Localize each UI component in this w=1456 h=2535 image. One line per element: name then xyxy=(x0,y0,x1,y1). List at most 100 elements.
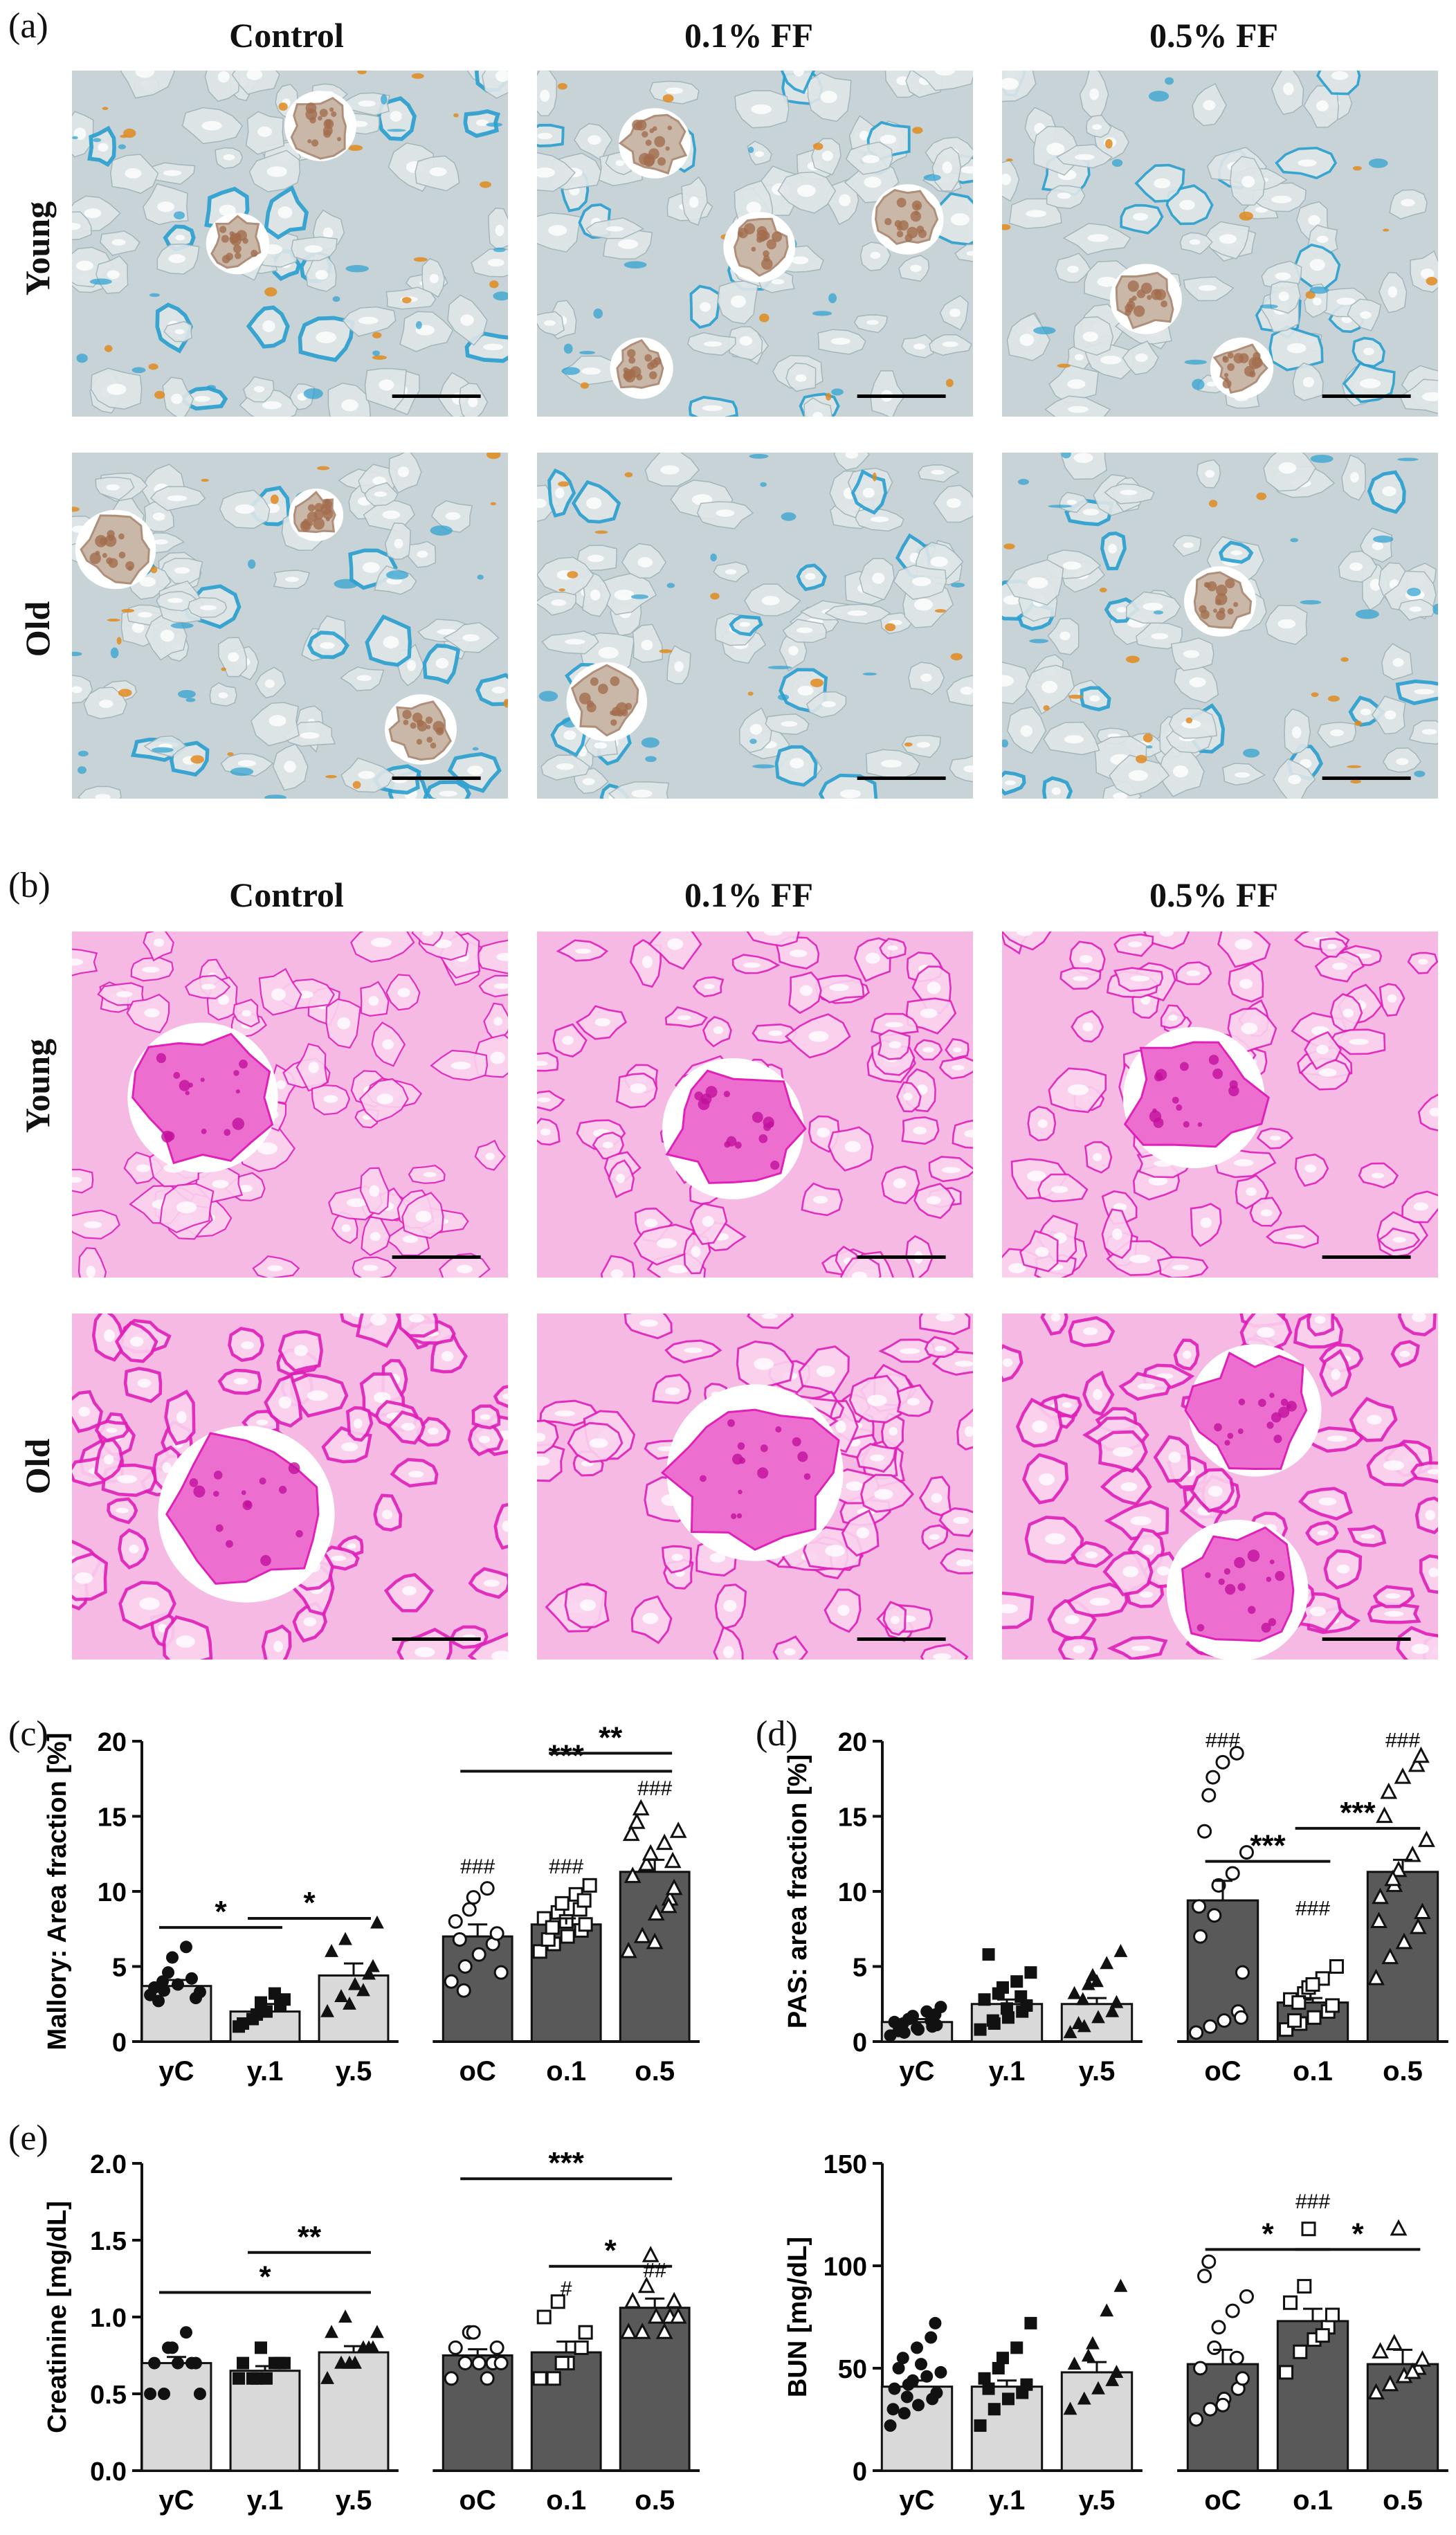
data-point xyxy=(1215,2397,1230,2413)
data-point xyxy=(974,2023,987,2036)
error-bar xyxy=(1393,2348,1412,2365)
data-point xyxy=(884,2419,897,2432)
category-label: o.1 xyxy=(546,2485,586,2516)
data-point xyxy=(338,1932,352,1945)
data-point xyxy=(466,1890,481,1905)
data-point xyxy=(1395,1932,1413,1950)
significance-label: * xyxy=(303,1886,316,1920)
data-point xyxy=(1385,2334,1403,2351)
data-point xyxy=(1105,2372,1120,2386)
data-point xyxy=(325,2325,338,2338)
data-point xyxy=(1189,2412,1204,2427)
data-point xyxy=(550,2294,565,2309)
pas-old-01ff xyxy=(537,1314,973,1660)
significance-label: ** xyxy=(298,2220,322,2254)
y-tick-label: 10 xyxy=(98,1878,127,1907)
data-point xyxy=(637,2276,655,2293)
error-bar xyxy=(645,2297,665,2308)
error-bar xyxy=(255,2365,275,2371)
data-point xyxy=(237,2017,250,2030)
y-tick-label: 100 xyxy=(823,2253,867,2282)
data-point xyxy=(1086,2336,1100,2350)
data-point xyxy=(366,2340,380,2354)
data-point xyxy=(637,1854,655,1871)
panel-e-label: (e) xyxy=(8,2118,48,2158)
category-label: y.5 xyxy=(336,2056,372,2087)
data-point xyxy=(166,2341,179,2354)
data-point xyxy=(144,2388,157,2400)
data-point xyxy=(1090,1974,1104,1988)
error-bar xyxy=(344,2345,363,2353)
data-point xyxy=(277,1993,291,2006)
data-point xyxy=(1193,2361,1208,2376)
y-tick-label: 10 xyxy=(838,1878,867,1907)
panel-c-label: (c) xyxy=(8,1714,48,1754)
y-tick-label: 15 xyxy=(838,1803,867,1833)
error-bar xyxy=(907,2379,927,2387)
pas-young-05ff xyxy=(1002,932,1438,1278)
data-point xyxy=(574,2340,589,2355)
category-label: yC xyxy=(158,2485,194,2516)
significance-label: * xyxy=(1262,2217,1274,2251)
error-bar xyxy=(556,1917,576,1925)
data-point xyxy=(493,2356,509,2371)
data-point xyxy=(1403,1845,1421,1862)
significance-label: * xyxy=(215,1895,227,1929)
y-tick-label: 1.0 xyxy=(90,2304,127,2333)
pas-young-01ff xyxy=(537,932,973,1278)
data-point xyxy=(532,2371,547,2386)
data-point xyxy=(641,1844,659,1861)
data-point xyxy=(582,1878,597,1893)
data-point xyxy=(1113,1944,1128,1957)
category-label: yC xyxy=(899,2056,934,2087)
data-point xyxy=(1215,1754,1230,1770)
data-point xyxy=(1384,1869,1402,1887)
error-bar xyxy=(167,2356,186,2363)
category-label: o.5 xyxy=(1383,2485,1423,2516)
data-point xyxy=(669,1821,687,1838)
data-point xyxy=(471,2356,486,2371)
error-bar xyxy=(907,2017,927,2022)
data-point xyxy=(659,1896,677,1914)
scale-bar xyxy=(392,394,481,398)
data-point xyxy=(1081,2348,1095,2362)
data-point xyxy=(480,1881,495,1896)
data-point xyxy=(1414,1902,1431,1919)
chart-creatinine: 0.0 0.5 1.0 1.5 2.0 Creatinine [mg/dL] yC y.1 y.… xyxy=(0,2132,700,2526)
data-point xyxy=(1367,1968,1385,1986)
significance-label: ** xyxy=(599,1720,623,1754)
data-point xyxy=(185,1972,198,1985)
panel-a-col-control: Control xyxy=(229,16,344,55)
error-bar xyxy=(167,1979,186,1986)
data-point xyxy=(1409,1918,1427,1934)
significance-label: * xyxy=(259,2260,271,2293)
y-tick-label: 1.5 xyxy=(90,2227,127,2256)
data-point xyxy=(1075,1992,1090,2006)
category-label: y.1 xyxy=(247,2056,284,2087)
data-point xyxy=(1287,2013,1302,2028)
y-tick-label: 20 xyxy=(838,1728,867,1757)
scale-bar xyxy=(1322,1255,1411,1259)
data-point xyxy=(1229,2350,1244,2365)
data-point xyxy=(578,2325,593,2340)
significance-label: *** xyxy=(1250,1829,1286,1863)
category-label: y.1 xyxy=(989,2485,1026,2516)
error-bar xyxy=(645,1858,665,1872)
category-label: oC xyxy=(1204,2056,1241,2087)
data-point xyxy=(1077,2391,1091,2405)
data-point xyxy=(1010,2341,1023,2354)
data-point xyxy=(1207,2340,1222,2355)
data-point xyxy=(655,2323,673,2339)
data-point xyxy=(900,2390,913,2404)
data-point xyxy=(1063,2025,1077,2039)
significance-label: *** xyxy=(549,1738,585,1772)
data-point xyxy=(669,2307,687,2324)
scale-bar xyxy=(392,1637,481,1641)
data-point xyxy=(457,1959,473,1974)
data-point xyxy=(1063,2401,1077,2415)
data-point xyxy=(172,2356,184,2370)
data-point xyxy=(1283,2295,1298,2310)
data-point xyxy=(1372,1887,1389,1905)
panel-b-col-01ff: 0.1% FF xyxy=(684,875,814,914)
data-point xyxy=(251,2372,264,2385)
